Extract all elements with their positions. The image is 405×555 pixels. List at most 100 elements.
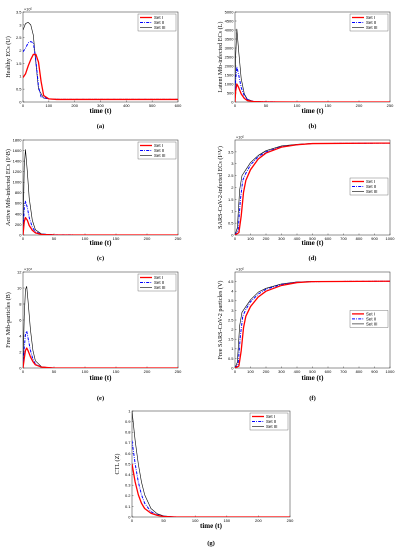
- y-tick-label: 0.3: [125, 483, 131, 488]
- x-tick-label: 50: [264, 103, 269, 108]
- series-line-set-iii: [23, 286, 178, 368]
- y-tick-label: 2.5: [16, 35, 22, 40]
- series-line-set-ii: [23, 330, 178, 368]
- x-tick-label: 300: [97, 103, 104, 108]
- y-tick-label: 3500: [225, 36, 235, 41]
- x-tick-label: 200: [71, 103, 78, 108]
- x-tick-label: 600: [325, 236, 332, 241]
- y-tick-label: 1: [231, 346, 234, 351]
- y-tick-label: 400: [15, 211, 22, 216]
- legend-box: [349, 310, 389, 328]
- x-tick-label: 100: [294, 103, 301, 108]
- y-tick-label: 12: [17, 269, 22, 274]
- panel-label: (c): [97, 255, 104, 262]
- chart-panel-2: 0 50 100 150 200 2500500100015002000250030003…: [217, 9, 394, 130]
- series-line-set-i: [235, 280, 390, 368]
- y-tick-label: 1600: [13, 148, 23, 153]
- legend-label: Set II: [154, 20, 164, 25]
- y-tick-label: 0: [19, 232, 22, 237]
- y-tick-label: 3.5: [228, 298, 234, 303]
- y-tick-label: 1400: [13, 159, 23, 164]
- y-tick-label: 2: [231, 327, 234, 332]
- x-tick-label: 50: [52, 369, 57, 374]
- x-tick-label: 0: [234, 236, 237, 241]
- chart-panel-1: 0 100 200 300 400 500 600 0 0.5 1 1.5 2 2.5 3 3.5 ×10⁵ S…: [5, 8, 182, 131]
- y-tick-label: 3: [231, 308, 234, 313]
- x-tick-label: 500: [309, 369, 316, 374]
- x-tick-label: 150: [325, 103, 332, 108]
- x-tick-label: 1000: [386, 369, 396, 374]
- x-tick-label: 300: [278, 369, 285, 374]
- x-tick-label: 250: [175, 369, 182, 374]
- x-tick-label: 400: [294, 236, 301, 241]
- y-tick-label: 2000: [225, 63, 235, 68]
- y-tick-label: 0.6: [125, 451, 131, 456]
- y-tick-label: 800: [15, 190, 22, 195]
- legend-label: Set III: [366, 189, 377, 194]
- legend-label: Set II: [366, 184, 376, 189]
- y-tick-label: 1200: [13, 169, 23, 174]
- y-tick-label: 8: [19, 301, 22, 306]
- series-line-set-i: [23, 347, 178, 368]
- y-axis-label: Free Mtb-particles (B): [5, 292, 12, 348]
- legend-label: Set III: [154, 285, 165, 290]
- y-axis-label: Latent Mtb-infected ECs (L): [217, 22, 224, 93]
- series-line-set-i: [235, 142, 390, 235]
- legend-label: Set II: [366, 20, 376, 25]
- y-tick-label: 600: [15, 201, 22, 206]
- y-multiplier: ×10⁵: [236, 136, 244, 140]
- x-tick-label: 0: [22, 369, 25, 374]
- legend-label: Set III: [154, 25, 165, 30]
- x-tick-label: 500: [149, 103, 156, 108]
- series-line-set-i: [235, 83, 390, 102]
- y-axis-label: CTL (Z): [114, 454, 121, 475]
- x-axis-label: time (t): [90, 107, 113, 115]
- y-tick-label: 3000: [225, 45, 235, 50]
- y-tick-label: 0.5: [125, 461, 131, 466]
- y-tick-label: 6: [19, 317, 22, 322]
- y-tick-label: 1500: [225, 72, 235, 77]
- x-tick-label: 100: [247, 236, 254, 241]
- legend-label: Set II: [154, 148, 164, 153]
- x-axis-label: time (t): [302, 107, 325, 115]
- legend-label: Set III: [366, 25, 377, 30]
- x-tick-label: 250: [287, 518, 294, 523]
- legend-label: Set II: [266, 419, 276, 424]
- series-line-set-i: [23, 216, 178, 235]
- y-tick-label: 1.5: [228, 197, 234, 202]
- series-line-set-ii: [132, 440, 290, 517]
- x-tick-label: 200: [144, 236, 151, 241]
- x-tick-label: 100: [247, 369, 254, 374]
- legend-box: [137, 13, 177, 32]
- x-axis-label: time (t): [302, 374, 325, 382]
- y-tick-label: 0.5: [16, 87, 22, 92]
- y-tick-label: 3.5: [228, 149, 234, 154]
- legend-label: Set I: [154, 15, 163, 20]
- y-tick-label: 0.7: [125, 440, 131, 445]
- legend-box: [137, 273, 177, 292]
- x-tick-label: 100: [82, 369, 89, 374]
- y-axis-label: SARS-CoV-2-infected ECs (I^V): [217, 146, 224, 229]
- x-tick-label: 400: [294, 369, 301, 374]
- x-tick-label: 100: [45, 103, 52, 108]
- x-tick-label: 50: [52, 236, 57, 241]
- y-multiplier: ×10⁵: [236, 268, 244, 272]
- series-line-set-i: [23, 53, 178, 101]
- legend-box: [349, 13, 389, 32]
- panel-label: (f): [309, 395, 316, 402]
- y-tick-label: 1800: [13, 137, 23, 142]
- y-tick-label: 0: [128, 514, 131, 519]
- y-axis-label: Active Mtb-infected ECs (I^B): [5, 149, 12, 226]
- x-tick-label: 600: [325, 369, 332, 374]
- x-tick-label: 500: [309, 236, 316, 241]
- y-tick-label: 4.5: [228, 279, 234, 284]
- y-tick-label: 3.5: [16, 9, 22, 14]
- y-tick-label: 0: [19, 99, 22, 104]
- y-tick-label: 1.5: [228, 337, 234, 342]
- x-tick-label: 700: [340, 236, 347, 241]
- legend-label: Set II: [366, 316, 376, 321]
